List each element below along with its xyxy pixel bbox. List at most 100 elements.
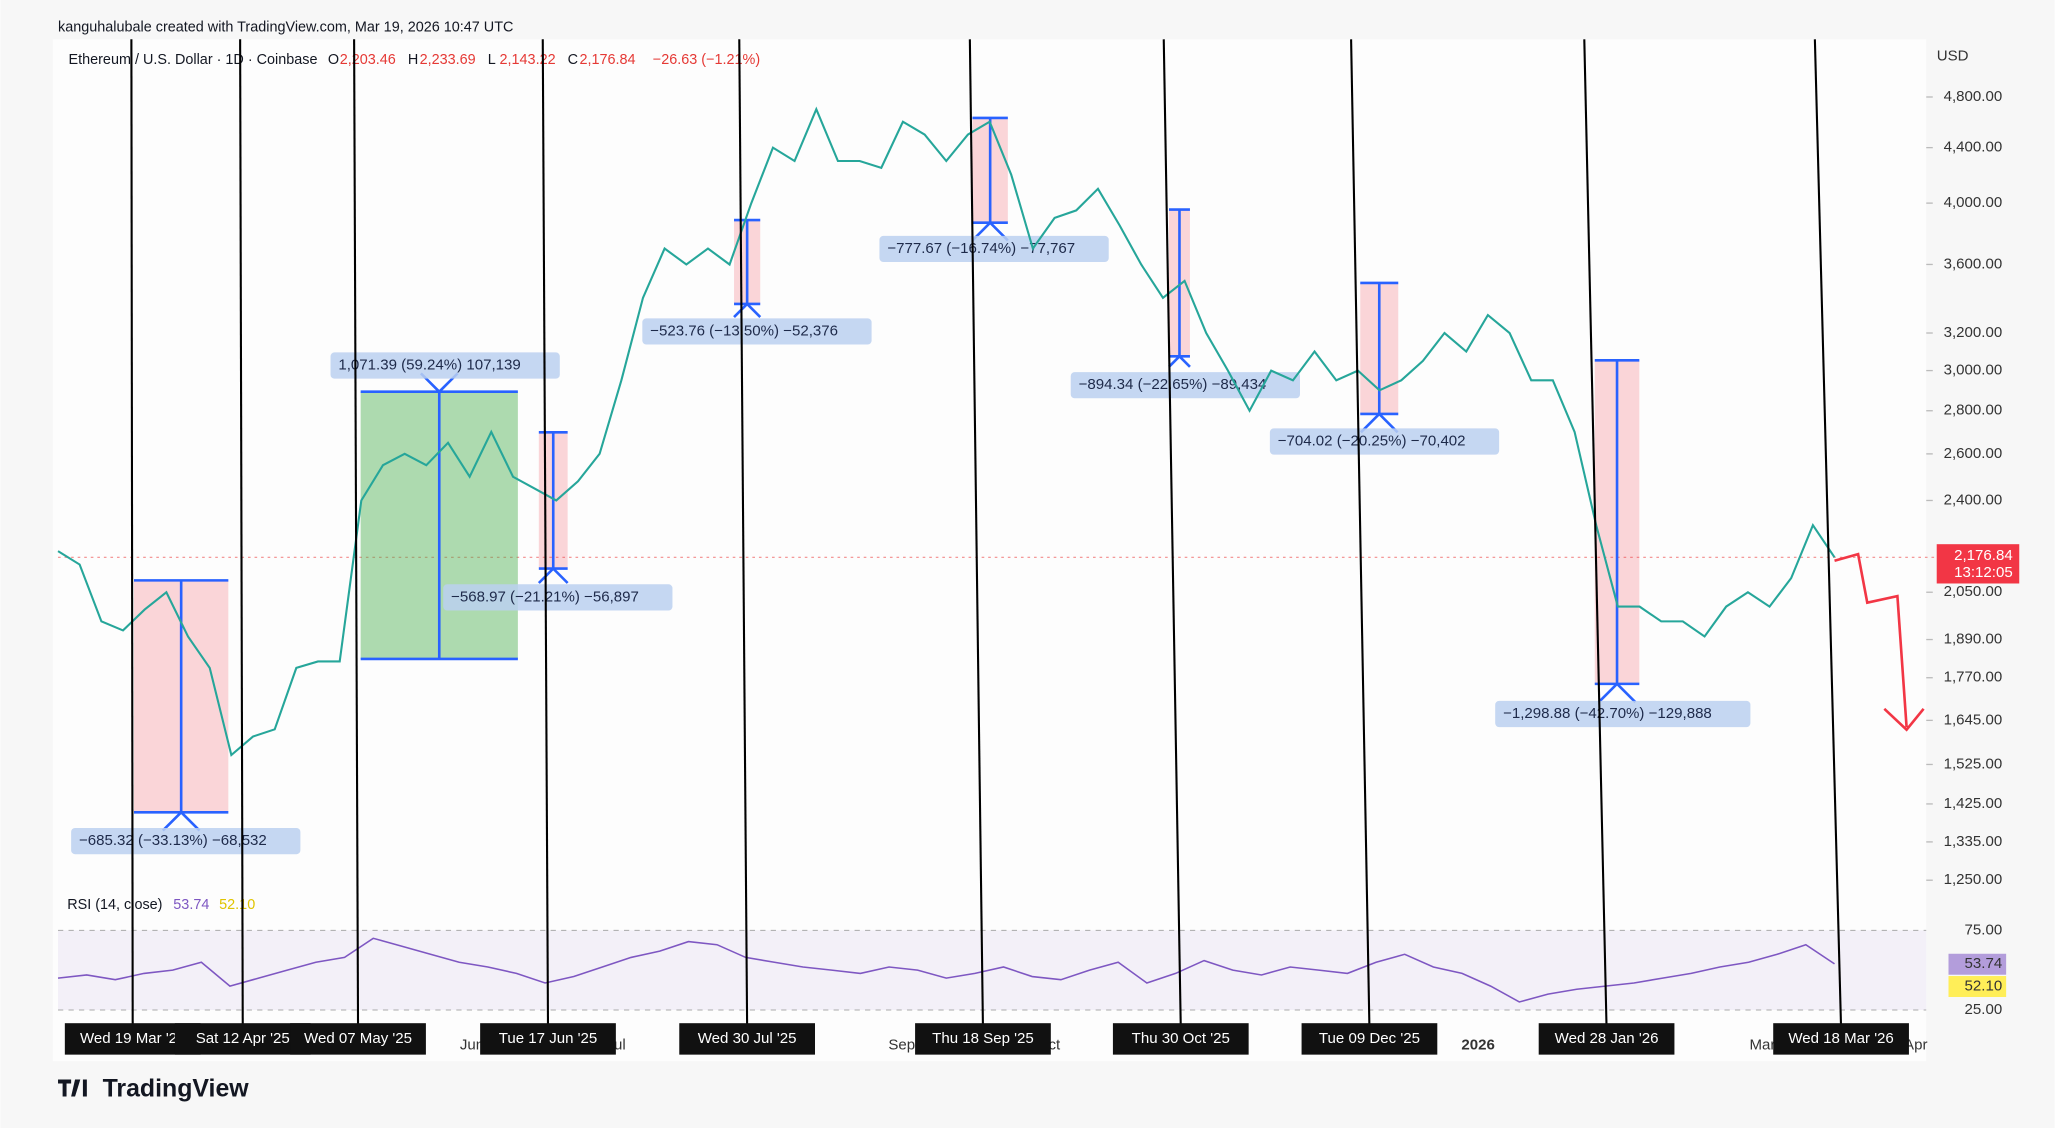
x-label: Sep <box>888 1036 915 1053</box>
measure-arrowhead <box>733 302 762 318</box>
logo: TradingView <box>103 1075 250 1103</box>
y-tick-label: 2,800.00 <box>1944 402 2003 419</box>
marker-label: Thu 30 Oct '25 <box>1132 1030 1230 1047</box>
marker-tag <box>290 1023 426 1055</box>
marker-line <box>1583 39 1608 1029</box>
logo-icon <box>58 1079 87 1097</box>
y-tick-label: 4,800.00 <box>1944 88 2003 105</box>
forecast-arrow <box>1834 552 1925 732</box>
ohlc-value: 2,233.69 <box>420 52 476 68</box>
marker-tag <box>1773 1023 1909 1055</box>
measure-label-bg <box>1070 372 1301 399</box>
marker-label: Tue 17 Jun '25 <box>499 1030 598 1047</box>
y-tick-label: 3,600.00 <box>1944 255 2003 272</box>
y-tick-label: 2,050.00 <box>1944 583 2003 600</box>
measure-label: −894.34 (−22.65%) −89,434 <box>1079 376 1267 393</box>
measure-arrowhead <box>1597 682 1637 704</box>
y-tick-label: 1,770.00 <box>1944 669 2003 686</box>
symbol: Ethereum / U.S. Dollar · 1D · Coinbase <box>69 52 318 68</box>
rsi-tick-label: 25.00 <box>1965 1001 2003 1018</box>
price-tag-value: 2,176.84 <box>1954 547 2013 564</box>
marker-line <box>1162 39 1182 1029</box>
rsi-tick-label: 75.00 <box>1965 921 2003 938</box>
rsi-ma-tag <box>1948 976 2007 997</box>
y-tick-label: 2,400.00 <box>1944 491 2003 508</box>
y-tick-label: 1,645.00 <box>1944 711 2003 728</box>
marker-label: Wed 28 Jan '26 <box>1555 1030 1659 1047</box>
measure-label: −685.32 (−33.13%) −68,532 <box>79 832 267 849</box>
measure-arrowhead <box>971 220 1009 242</box>
marker-line <box>130 39 134 1029</box>
y-tick-label: 1,335.00 <box>1944 833 2003 850</box>
measure-label: −777.67 (−16.74%) −77,767 <box>887 240 1075 257</box>
rsi-value-tag-text: 53.74 <box>1965 955 2003 972</box>
x-label: Apr <box>1904 1036 1927 1053</box>
measure-label: −704.02 (−20.25%) −70,402 <box>1278 432 1466 449</box>
measure-label-bg <box>879 235 1109 263</box>
y-tick-label: 1,250.00 <box>1944 871 2003 888</box>
x-label: 2026 <box>1461 1036 1494 1053</box>
measure-label-bg <box>330 352 560 379</box>
marker-label: Wed 30 Jul '25 <box>698 1030 797 1047</box>
measure-arrowhead <box>419 372 459 394</box>
price-line <box>57 106 1836 757</box>
y-tick-label: 4,000.00 <box>1944 194 2003 211</box>
price-tag-timer: 13:12:05 <box>1954 564 2013 581</box>
marker-line <box>968 39 985 1029</box>
marker-line <box>239 39 244 1029</box>
rsi-label: RSI (14, close) <box>67 897 162 913</box>
rsi-ma-tag-text: 52.10 <box>1965 977 2003 994</box>
measure-label-bg <box>443 584 673 611</box>
marker-line <box>541 39 550 1029</box>
ohlc-value: 2,143.22 <box>500 52 556 68</box>
rsi-line <box>57 937 1835 1003</box>
measure-label-bg <box>1269 428 1500 455</box>
rsi-value: 53.74 <box>173 897 209 913</box>
x-label: Mar <box>1750 1036 1776 1053</box>
credit: kanguhalubale created with TradingView.c… <box>58 19 513 35</box>
marker-line <box>353 39 360 1029</box>
marker-label: Wed 07 May '25 <box>304 1030 412 1047</box>
marker-tag <box>1538 1023 1675 1055</box>
marker-label: Wed 18 Mar '26 <box>1788 1030 1893 1047</box>
measure-label-bg <box>1495 700 1751 728</box>
ohlc-key: O <box>328 52 339 68</box>
ohlc-value: 2,176.84 <box>579 52 635 68</box>
y-tick-label: 3,000.00 <box>1944 362 2003 379</box>
marker-tag <box>1112 1023 1249 1055</box>
marker-label: Tue 09 Dec '25 <box>1319 1030 1420 1047</box>
marker-tag <box>915 1023 1051 1055</box>
marker-line <box>1813 39 1843 1029</box>
y-axis-unit: USD <box>1937 47 1969 64</box>
ohlc-value: 2,203.46 <box>340 52 396 68</box>
measure-label: 1,071.39 (59.24%) 107,139 <box>338 357 520 374</box>
price-tag <box>1936 544 2020 584</box>
marker-label: Sat 12 Apr '25 <box>196 1030 290 1047</box>
marker-line <box>1350 39 1371 1029</box>
measure-arrowhead <box>1359 412 1399 434</box>
marker-label: Thu 18 Sep '25 <box>932 1030 1034 1047</box>
marker-tag <box>174 1023 311 1055</box>
marker-tag <box>1301 1023 1438 1055</box>
marker-line <box>738 39 749 1029</box>
ohlc-key: H <box>408 52 418 68</box>
y-tick-label: 1,525.00 <box>1944 755 2003 772</box>
measure-arrowhead <box>537 566 569 584</box>
y-tick-label: 3,200.00 <box>1944 324 2003 341</box>
measure-arrowhead <box>161 810 201 832</box>
ohlc-key: C <box>568 52 578 68</box>
marker-tag <box>679 1023 816 1055</box>
change: −26.63 (−1.21%) <box>653 52 760 68</box>
y-tick-label: 4,400.00 <box>1944 139 2003 156</box>
y-tick-label: 1,890.00 <box>1944 631 2003 648</box>
measure-arrowhead <box>1168 354 1191 368</box>
rsi-ma: 52.10 <box>219 897 255 913</box>
ohlc-key: L <box>488 52 496 68</box>
x-label: Jun <box>460 1036 484 1053</box>
marker-tag <box>480 1023 616 1055</box>
y-tick-label: 2,600.00 <box>1944 445 2003 462</box>
measure-label-bg <box>642 318 872 345</box>
marker-label: Wed 19 Mar '25 <box>80 1030 185 1047</box>
y-tick-label: 1,425.00 <box>1944 795 2003 812</box>
